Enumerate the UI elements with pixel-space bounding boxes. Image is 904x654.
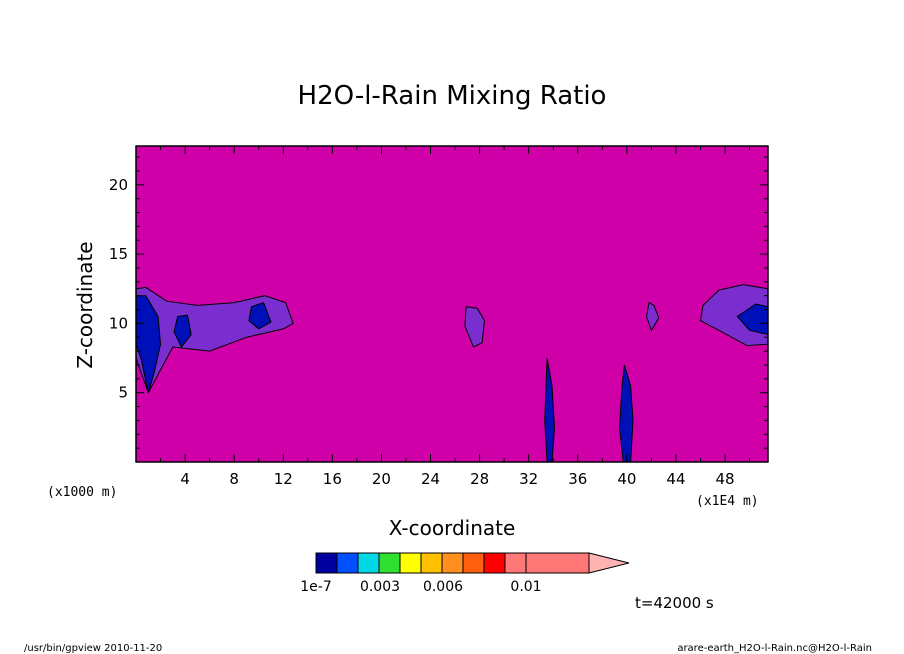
x-tick-label: 40 — [617, 470, 636, 488]
x-tick-label: 16 — [323, 470, 342, 488]
x-tick-label: 28 — [470, 470, 489, 488]
x-axis-label: X-coordinate — [389, 516, 516, 540]
x-tick-label: 24 — [421, 470, 440, 488]
x-tick-label: 12 — [274, 470, 293, 488]
contour-left-cloud-inner-3 — [248, 301, 272, 330]
x-tick-label: 32 — [519, 470, 538, 488]
footer-right: arare-earth_H2O-l-Rain.nc@H2O-l-Rain — [677, 643, 872, 654]
x-tick-label: 44 — [666, 470, 685, 488]
colorbar-extension — [588, 552, 630, 574]
contour-mid-cloud — [464, 306, 486, 348]
contour-left-cloud-inner-2 — [173, 314, 192, 348]
colorbar-swatch — [525, 552, 590, 574]
contour-right-cloud-inner — [736, 303, 768, 336]
colorbar-label: 1e-7 — [300, 579, 331, 595]
time-label: t=42000 s — [635, 594, 714, 612]
x-tick-label: 20 — [372, 470, 391, 488]
chart-title: H2O-l-Rain Mixing Ratio — [298, 81, 607, 111]
colorbar-swatch — [420, 552, 443, 574]
contour-column-1 — [544, 358, 556, 462]
colorbar-swatch — [399, 552, 422, 574]
y-tick-label: 20 — [109, 176, 128, 194]
contour-small-cloud — [645, 301, 660, 332]
colorbar-label: 0.003 — [360, 579, 400, 595]
y-scale-label: (x1000 m) — [47, 485, 117, 500]
contour-regions — [136, 284, 768, 462]
colorbar-swatch — [483, 552, 506, 574]
y-tick-label: 10 — [109, 314, 128, 332]
y-tick-label: 5 — [118, 384, 128, 402]
plot-frame — [135, 145, 769, 463]
colorbar-swatch — [315, 552, 338, 574]
colorbar-swatch — [357, 552, 380, 574]
colorbar-swatch — [441, 552, 464, 574]
x-tick-label: 8 — [229, 470, 239, 488]
colorbar-label: 0.006 — [423, 579, 463, 595]
colorbar-label: 0.01 — [510, 579, 541, 595]
colorbar-swatch — [378, 552, 401, 574]
x-scale-label: (x1E4 m) — [696, 494, 759, 509]
y-axis-label: Z-coordinate — [73, 241, 97, 368]
contour-column-2 — [618, 364, 634, 462]
colorbar: 1e-7 0.003 0.006 0.01 — [300, 552, 630, 595]
contour-left-cloud-inner — [136, 295, 162, 393]
y-tick-label: 15 — [109, 245, 128, 263]
colorbar-swatch — [462, 552, 485, 574]
x-tick-label: 4 — [180, 470, 190, 488]
footer-left: /usr/bin/gpview 2010-11-20 — [24, 643, 162, 654]
x-tick-label: 48 — [716, 470, 735, 488]
colorbar-swatch — [336, 552, 359, 574]
colorbar-swatch — [504, 552, 527, 574]
x-tick-label: 36 — [568, 470, 587, 488]
